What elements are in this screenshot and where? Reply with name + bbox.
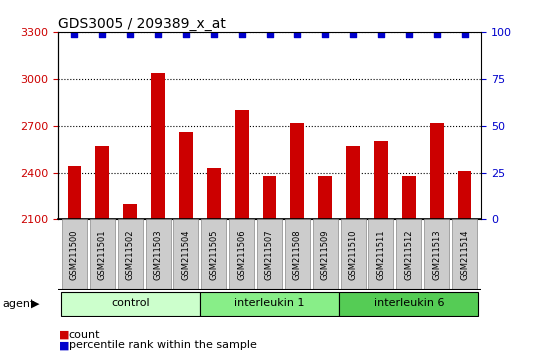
Point (265, 31, 274, 36)
Text: control: control (111, 298, 150, 308)
FancyBboxPatch shape (146, 219, 170, 290)
Point (432, 31, 441, 36)
Point (126, 31, 135, 36)
FancyBboxPatch shape (118, 219, 143, 290)
Point (153, 31, 162, 36)
Text: GSM211509: GSM211509 (321, 230, 329, 280)
FancyBboxPatch shape (313, 219, 338, 290)
Point (349, 31, 358, 36)
Bar (68, 166, 81, 219)
Text: GSM211512: GSM211512 (404, 230, 413, 280)
FancyBboxPatch shape (201, 219, 226, 290)
Text: GSM211511: GSM211511 (376, 230, 386, 280)
Text: percentile rank within the sample: percentile rank within the sample (69, 340, 257, 350)
FancyBboxPatch shape (368, 219, 393, 290)
Point (70, 31, 79, 36)
Point (210, 31, 218, 36)
FancyBboxPatch shape (285, 219, 310, 290)
Bar (95, 146, 109, 219)
Text: GSM211503: GSM211503 (153, 229, 163, 280)
Bar (235, 110, 249, 219)
Text: interleukin 6: interleukin 6 (373, 298, 444, 308)
Point (98, 31, 107, 36)
Text: agent: agent (3, 298, 35, 309)
Text: GSM211500: GSM211500 (70, 230, 79, 280)
Bar (318, 176, 332, 219)
FancyBboxPatch shape (62, 219, 87, 290)
Point (293, 31, 302, 36)
Point (404, 31, 413, 36)
FancyBboxPatch shape (90, 219, 115, 290)
Point (321, 31, 329, 36)
Text: GSM211501: GSM211501 (98, 230, 107, 280)
Text: GDS3005 / 209389_x_at: GDS3005 / 209389_x_at (58, 17, 226, 31)
Bar (207, 168, 221, 219)
Point (377, 31, 386, 36)
Text: GSM211513: GSM211513 (432, 229, 441, 280)
Text: ■: ■ (59, 340, 70, 350)
Text: count: count (69, 330, 100, 339)
FancyBboxPatch shape (60, 292, 200, 315)
Bar (151, 73, 165, 219)
Bar (290, 122, 304, 219)
FancyBboxPatch shape (200, 292, 339, 315)
Text: GSM211506: GSM211506 (237, 229, 246, 280)
Text: interleukin 1: interleukin 1 (234, 298, 305, 308)
Bar (458, 171, 471, 219)
FancyBboxPatch shape (396, 219, 421, 290)
Text: GSM211502: GSM211502 (126, 230, 135, 280)
Bar (374, 141, 388, 219)
FancyBboxPatch shape (173, 219, 199, 290)
FancyBboxPatch shape (229, 219, 254, 290)
Text: GSM211508: GSM211508 (293, 229, 302, 280)
Bar (123, 204, 137, 219)
Text: GSM211507: GSM211507 (265, 229, 274, 280)
FancyBboxPatch shape (339, 292, 478, 315)
Point (460, 31, 469, 36)
Text: ■: ■ (59, 330, 70, 339)
Bar (430, 122, 444, 219)
Text: GSM211514: GSM211514 (460, 230, 469, 280)
FancyBboxPatch shape (257, 219, 282, 290)
Text: GSM211505: GSM211505 (210, 230, 218, 280)
FancyBboxPatch shape (424, 219, 449, 290)
Text: GSM211510: GSM211510 (349, 230, 358, 280)
Bar (402, 176, 416, 219)
Bar (262, 176, 277, 219)
Text: GSM211504: GSM211504 (182, 230, 190, 280)
Point (182, 31, 190, 36)
Bar (346, 146, 360, 219)
FancyBboxPatch shape (340, 219, 366, 290)
Point (237, 31, 246, 36)
Text: ▶: ▶ (31, 298, 40, 309)
FancyBboxPatch shape (452, 219, 477, 290)
Bar (179, 132, 193, 219)
